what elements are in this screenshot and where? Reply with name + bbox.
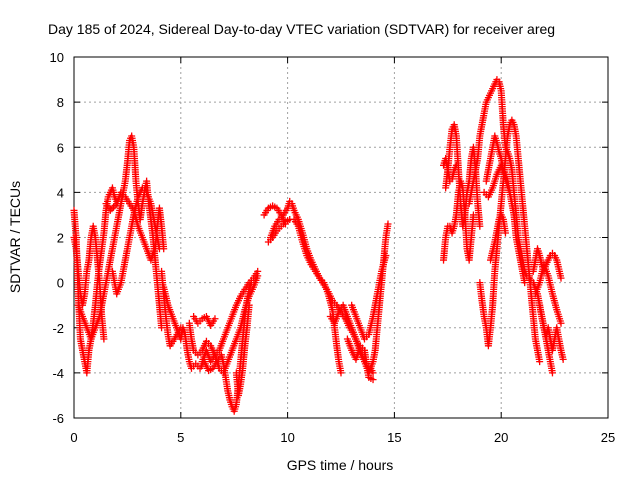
data-point [557, 274, 565, 282]
data-point [536, 358, 544, 366]
data-point [469, 211, 477, 219]
data-point [557, 319, 565, 327]
y-tick-label: 2 [57, 231, 64, 246]
y-tick-label: -6 [52, 411, 64, 426]
y-tick-label: -4 [52, 366, 64, 381]
x-tick-label: 20 [494, 430, 508, 445]
data-point [281, 220, 289, 228]
data-point [110, 203, 118, 211]
x-axis-label: GPS time / hours [287, 457, 394, 473]
x-axis: 0 5 10 15 20 25 [70, 57, 615, 445]
y-tick-label: 10 [50, 50, 64, 65]
data-point [337, 369, 345, 377]
data-point [254, 272, 262, 280]
data-point [452, 161, 460, 169]
x-tick-label: 25 [601, 430, 615, 445]
data-point [384, 220, 392, 228]
y-axis-label: SDTVAR / TECUs [7, 181, 23, 293]
data-point [548, 369, 556, 377]
data-series [70, 76, 567, 415]
data-point [506, 188, 514, 196]
y-tick-label: 8 [57, 95, 64, 110]
y-tick-label: 0 [57, 276, 64, 291]
data-point [155, 245, 163, 253]
data-point [501, 229, 509, 237]
data-point [521, 279, 529, 287]
data-point [211, 315, 219, 323]
x-tick-label: 5 [177, 430, 184, 445]
x-tick-label: 10 [280, 430, 294, 445]
data-point [559, 355, 567, 363]
x-tick-label: 0 [70, 430, 77, 445]
data-point [476, 222, 484, 230]
data-point [382, 252, 390, 260]
data-point [100, 335, 108, 343]
data-point [369, 376, 377, 384]
y-tick-label: -2 [52, 321, 64, 336]
y-tick-label: 6 [57, 140, 64, 155]
x-tick-label: 15 [387, 430, 401, 445]
y-tick-label: 4 [57, 185, 64, 200]
chart-title: Day 185 of 2024, Sidereal Day-to-day VTE… [48, 21, 555, 37]
data-point [245, 301, 253, 309]
